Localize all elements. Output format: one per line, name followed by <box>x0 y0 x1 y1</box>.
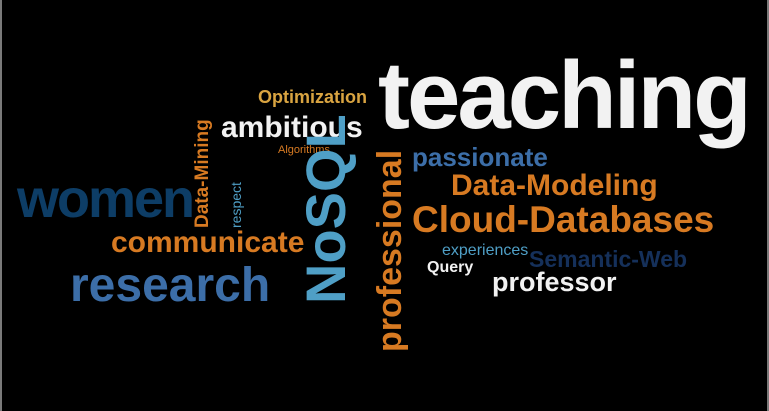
word-experiences: experiences <box>442 242 529 259</box>
word-query: Query <box>427 259 474 276</box>
word-professor: professor <box>492 267 617 297</box>
word-women: women <box>17 169 195 229</box>
word-communicate: communicate <box>111 226 305 259</box>
word-respect: respect <box>228 182 244 228</box>
word-nosql: NoSQL <box>294 114 357 304</box>
word-data-mining: Data-Mining <box>192 119 213 228</box>
word-teaching: teaching <box>378 42 752 149</box>
word-cloud-databases: Cloud-Databases <box>412 199 715 240</box>
word-optimization: Optimization <box>258 87 367 107</box>
word-ambitious: ambitious <box>221 111 363 144</box>
word-research: research <box>70 259 271 312</box>
word-data-modeling: Data-Modeling <box>451 169 658 202</box>
word-professional: professional <box>371 149 409 352</box>
word-semantic-web: Semantic-Web <box>529 246 688 272</box>
word-passionate: passionate <box>412 142 548 172</box>
word-algorithms: Algorithms <box>278 144 330 156</box>
